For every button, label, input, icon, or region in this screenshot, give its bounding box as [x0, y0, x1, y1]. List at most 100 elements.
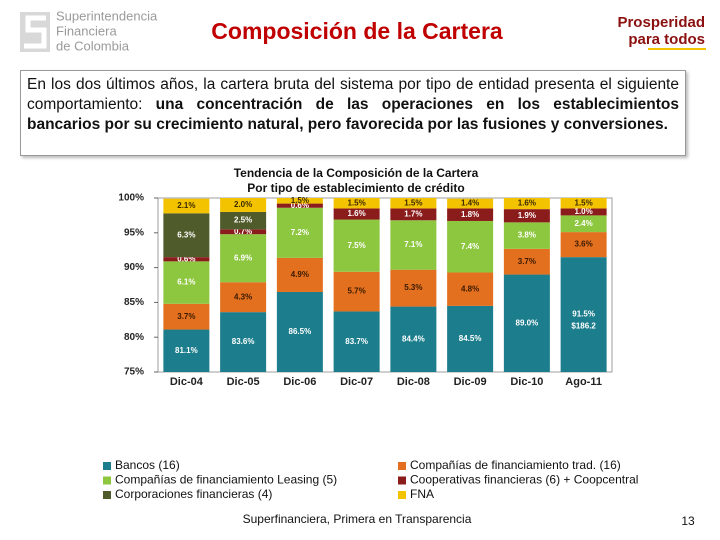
bar-segment — [333, 219, 380, 272]
bar-segment — [560, 198, 607, 209]
value-label: 2.1% — [177, 201, 195, 210]
value-label: 1.6% — [518, 199, 536, 208]
bar-segment — [276, 203, 323, 208]
bar-segment — [390, 269, 437, 307]
bar-segment — [220, 211, 267, 230]
bar-segment — [447, 272, 494, 306]
value-label: 3.8% — [518, 231, 536, 240]
value-label: 1.9% — [518, 211, 536, 220]
value-label: 0.6% — [177, 254, 195, 263]
bar-segment — [390, 306, 437, 372]
bar-segment — [447, 198, 494, 209]
org-line: Superintendencia — [56, 8, 158, 23]
value-label: 86.5% — [289, 327, 312, 336]
annotation: $186.2 — [571, 322, 596, 331]
x-tick-label: Dic-05 — [227, 376, 260, 388]
bar-segment — [333, 198, 380, 209]
intro-box: En los dos últimos años, la cartera brut… — [20, 70, 686, 156]
legend-label: Bancos (16) — [115, 458, 180, 472]
bar-segment — [333, 271, 380, 312]
legend-swatch — [103, 462, 111, 470]
value-label: 84.5% — [459, 334, 482, 343]
value-label: 89.0% — [516, 318, 539, 327]
value-label: 6.9% — [234, 253, 252, 262]
bar-segment — [163, 198, 210, 214]
value-label: 2.4% — [575, 219, 593, 228]
bar-segment — [220, 198, 267, 212]
legend-swatch — [398, 491, 406, 499]
bar-segment — [390, 208, 437, 221]
legend-swatch — [103, 491, 111, 499]
bar-segment — [220, 282, 267, 313]
bar-segment — [220, 229, 267, 235]
legend-label: Compañías de financiamiento Leasing (5) — [115, 473, 337, 487]
legend-label: Compañías de financiamiento trad. (16) — [410, 458, 621, 472]
logo-s — [24, 15, 47, 49]
x-tick-label: Dic-08 — [397, 376, 430, 388]
bar-segment — [503, 248, 550, 275]
x-tick-label: Dic-06 — [283, 376, 316, 388]
intro-bold: una concentración de las operaciones en … — [27, 96, 679, 133]
value-label: 6.3% — [177, 230, 195, 239]
value-label: 7.4% — [461, 242, 479, 251]
bar-segment — [276, 291, 323, 372]
value-label: 2.5% — [234, 216, 252, 225]
value-label: 7.1% — [404, 240, 422, 249]
x-tick-label: Dic-10 — [510, 376, 543, 388]
badge: Prosperidad para todos — [617, 14, 706, 50]
value-label: 5.7% — [348, 287, 366, 296]
org-line: de Colombia — [56, 38, 130, 53]
bar-segment — [503, 274, 550, 372]
bar-segment — [560, 232, 607, 258]
legend-label: FNA — [410, 487, 434, 501]
chart-subtitle: Por tipo de establecimiento de crédito — [247, 181, 464, 195]
bar-segment — [333, 208, 380, 220]
bar-segment — [276, 198, 323, 204]
value-label: 1.0% — [575, 207, 593, 216]
value-label: 7.2% — [291, 228, 309, 237]
bar-segment — [390, 220, 437, 270]
bar-segment — [276, 257, 323, 292]
legend-label: Corporaciones financieras (4) — [115, 487, 272, 501]
org-line: Financiera — [56, 23, 117, 38]
chart-title: Tendencia de la Composición de la Carter… — [234, 166, 479, 180]
value-label: 3.7% — [518, 257, 536, 266]
badge-line: Prosperidad — [617, 14, 705, 31]
value-label: 1.6% — [348, 209, 366, 218]
bar-segment — [163, 303, 210, 330]
page-number: 13 — [681, 514, 695, 528]
bar-segment — [163, 257, 210, 262]
value-label: 0.7% — [234, 227, 252, 236]
bar-segment — [503, 198, 550, 210]
bar-segment — [447, 208, 494, 221]
legend-swatch — [398, 462, 406, 470]
value-label: 4.9% — [291, 270, 309, 279]
bar-segment — [276, 207, 323, 258]
footer-text: Superfinanciera, Primera en Transparenci… — [243, 512, 472, 526]
y-tick-label: 80% — [124, 332, 144, 343]
bar-segment — [163, 329, 210, 372]
org-logo: Superintendencia Financiera de Colombia — [20, 8, 158, 53]
value-label: 5.3% — [404, 283, 422, 292]
value-label: 1.5% — [291, 196, 309, 205]
value-label: 3.7% — [177, 312, 195, 321]
bar-segment — [220, 312, 267, 372]
value-label: 1.5% — [404, 198, 422, 207]
legend-swatch — [398, 476, 406, 485]
x-tick-label: Dic-09 — [454, 376, 487, 388]
value-label: 81.1% — [175, 346, 198, 355]
y-tick-label: 90% — [124, 262, 144, 273]
value-label: 0.6% — [291, 201, 309, 210]
bar-segment — [163, 261, 210, 304]
x-tick-label: Dic-04 — [170, 376, 204, 388]
intro-text: En los dos últimos años, la cartera brut… — [27, 76, 679, 113]
bar-segment — [220, 234, 267, 283]
value-label: 6.1% — [177, 278, 195, 287]
bar-segment — [447, 305, 494, 372]
value-label: 84.4% — [402, 334, 425, 343]
value-label: 4.8% — [461, 284, 479, 293]
value-label: 1.5% — [348, 198, 366, 207]
bar-segment — [560, 208, 607, 216]
badge-stripe — [648, 48, 706, 50]
